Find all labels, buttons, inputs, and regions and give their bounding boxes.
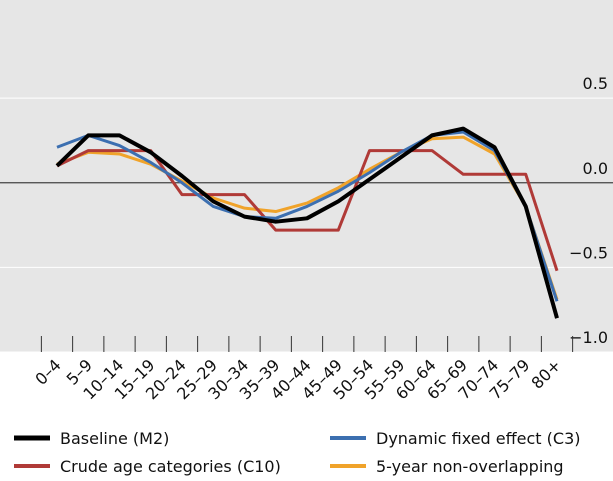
legend-label: Baseline (M2)	[60, 429, 169, 448]
plot-background	[0, 0, 613, 352]
y-tick-label: 0.5	[583, 74, 608, 93]
legend-label: Dynamic fixed effect (C3)	[376, 429, 581, 448]
series-line	[55, 126, 559, 319]
series-line	[56, 130, 559, 302]
y-tick-label: 0.0	[583, 159, 608, 178]
legend-label: 5-year non-overlapping	[376, 457, 564, 476]
legend-label: Crude age categories (C10)	[60, 457, 281, 476]
series-line	[56, 149, 559, 272]
y-tick-label: −1.0	[569, 328, 608, 347]
series-line	[56, 135, 559, 301]
x-tick-label: 80+	[528, 355, 565, 392]
x-tick-label: 0–4	[31, 355, 64, 388]
y-tick-label: −0.5	[569, 243, 608, 262]
